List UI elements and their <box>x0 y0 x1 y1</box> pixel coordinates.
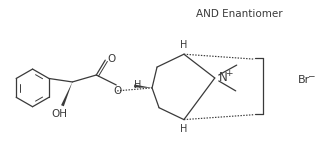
Text: H: H <box>180 40 188 50</box>
Text: OH: OH <box>51 109 67 119</box>
Text: N: N <box>219 71 227 84</box>
Polygon shape <box>61 82 72 106</box>
Polygon shape <box>134 84 152 88</box>
Text: +: + <box>225 69 232 78</box>
Text: H: H <box>134 80 142 90</box>
Text: Br: Br <box>297 75 310 85</box>
Text: AND Enantiomer: AND Enantiomer <box>196 9 283 19</box>
Text: O: O <box>107 54 115 64</box>
Text: O: O <box>113 86 121 96</box>
Text: H: H <box>180 123 188 134</box>
Text: −: − <box>307 71 314 80</box>
